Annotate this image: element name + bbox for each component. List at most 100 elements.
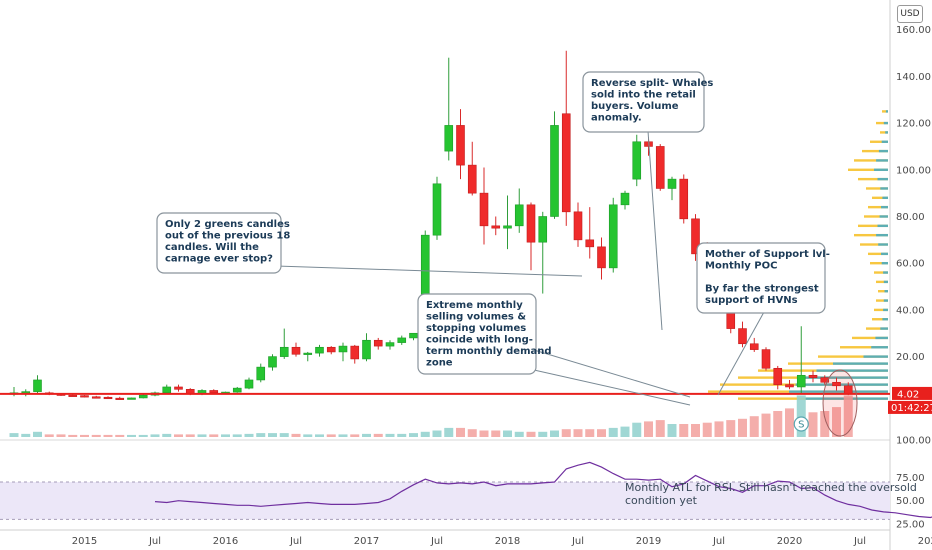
candle-body — [91, 396, 101, 399]
volume-bar — [456, 427, 465, 437]
volume-bar — [761, 413, 771, 437]
candle — [115, 396, 125, 400]
highlight-ellipse — [822, 369, 858, 437]
candle-body — [33, 379, 42, 392]
current-price-bg — [892, 386, 932, 400]
candle-body — [526, 204, 536, 243]
volume-profile-hvn — [885, 110, 888, 113]
candle — [338, 342, 348, 362]
volume-bar — [608, 427, 618, 437]
volume-bar — [209, 434, 219, 437]
candle — [491, 216, 501, 236]
callout-text-line: Reverse split- Whales — [591, 78, 713, 89]
volume-bar — [843, 395, 853, 437]
price-tick-label: 140.00 — [896, 72, 931, 83]
candle — [350, 344, 360, 364]
candle-body — [291, 346, 301, 355]
volume-bar — [279, 433, 289, 437]
current-price-value: 4.02 — [897, 389, 919, 400]
volume-bar — [127, 434, 136, 437]
volume-bar — [726, 420, 736, 437]
volume-bar — [561, 429, 571, 437]
volume-profile-bar — [860, 243, 888, 246]
callout-text-line: By far the strongest — [705, 284, 819, 295]
candle-body — [268, 356, 277, 368]
callout-pointer — [275, 265, 583, 277]
candle-body — [397, 337, 407, 343]
callout-pointer — [533, 349, 691, 398]
volume-bar — [514, 431, 524, 437]
candle — [444, 57, 454, 161]
rsi-panel: Monthly ATL for RSI. Still hasn't reache… — [0, 461, 932, 520]
candle — [820, 375, 830, 385]
candle-body — [315, 346, 324, 354]
volume-bar — [420, 431, 430, 437]
volume-bar — [632, 422, 642, 437]
volume-profile-hvn — [881, 252, 888, 256]
volume-profile-bar — [876, 299, 888, 302]
candle-body — [655, 146, 665, 189]
volume-profile-hvn — [884, 290, 888, 293]
callout-text-line: term monthly demand — [426, 346, 552, 357]
volume-bar — [103, 434, 113, 437]
candle — [467, 141, 477, 196]
candle-body — [491, 225, 501, 229]
volume-profile-bar — [868, 205, 888, 209]
volume-bar — [479, 430, 489, 437]
volume-profile-hvn — [880, 327, 888, 330]
volume-bar — [80, 434, 89, 437]
volume-profile-hvn — [876, 159, 888, 162]
candle-body — [256, 366, 266, 381]
candle-body — [785, 384, 794, 388]
candle — [432, 176, 442, 240]
callout-text-line: Monthly POC — [705, 261, 777, 272]
volume-profile-hvn — [883, 299, 888, 302]
volume-profile-bar — [858, 224, 888, 228]
callout-text-line: coincide with long- — [426, 335, 533, 346]
time-tick-label: 2017 — [354, 536, 379, 547]
volume-bar — [185, 434, 195, 437]
time-tick-label: Jul — [430, 536, 443, 547]
volume-bar — [56, 434, 66, 437]
volume-profile-hvn — [883, 271, 888, 274]
volume-bar — [256, 433, 266, 437]
candle-body — [538, 216, 548, 243]
callout-text-line: carnage ever stop? — [165, 254, 273, 265]
time-tick-label: 2018 — [495, 536, 520, 547]
candle-body — [514, 204, 524, 227]
volume-bar — [68, 434, 78, 437]
callout-text-line: sold into the retail — [591, 90, 696, 101]
callout-text-line: Extreme monthly — [426, 300, 523, 311]
candle-body — [573, 211, 583, 241]
candle-body — [597, 246, 606, 269]
candle — [303, 351, 313, 362]
candle-body — [303, 352, 313, 355]
volume-profile-hvn — [816, 369, 888, 372]
rsi-line — [154, 461, 932, 519]
currency-badge[interactable]: USD — [897, 5, 923, 23]
volume-bar — [138, 434, 148, 437]
time-tick-label: Jul — [148, 536, 161, 547]
candle — [385, 340, 395, 350]
volume-bar — [796, 395, 806, 437]
candle-body — [444, 125, 454, 152]
volume-bar — [749, 416, 759, 437]
candle-body — [620, 192, 630, 206]
volume-profile-hvn — [871, 346, 888, 349]
callout-text-line: Only 2 greens candles — [165, 219, 290, 230]
volume-profile-hvn — [883, 308, 888, 312]
candle-body — [585, 239, 595, 248]
candle-body — [103, 396, 113, 400]
candle-body — [679, 178, 689, 220]
candle-body — [244, 379, 254, 389]
volume-profile-hvn — [805, 376, 888, 379]
volume-profile-bar — [840, 346, 888, 349]
candle-body — [467, 164, 477, 194]
rsi-note-line: condition yet — [625, 494, 698, 507]
volume-profile-hvn — [881, 205, 888, 209]
callout-text-line: anomaly. — [591, 113, 642, 124]
volume-bar — [738, 418, 747, 437]
candle — [291, 342, 301, 357]
